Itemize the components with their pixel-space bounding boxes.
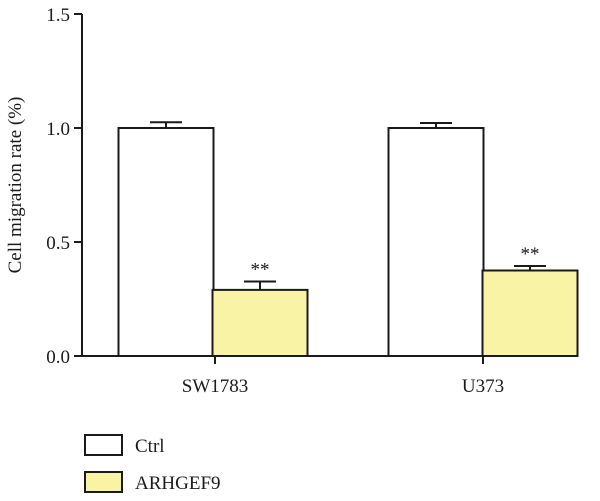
y-tick-label: 1.5 xyxy=(46,5,70,26)
legend: Ctrl ARHGEF9 xyxy=(84,434,221,494)
x-tick-label: U373 xyxy=(462,376,504,397)
legend-label: Ctrl xyxy=(135,436,165,457)
x-tick-label: SW1783 xyxy=(182,376,249,397)
bar-ctrl xyxy=(117,127,215,357)
y-tick-label: 0.5 xyxy=(46,233,70,254)
y-tick-label: 1.0 xyxy=(46,119,70,140)
y-tick-label: 0.0 xyxy=(46,347,70,368)
significance-marker: ** xyxy=(251,259,270,280)
bar-arhgef9 xyxy=(481,269,579,357)
legend-label: ARHGEF9 xyxy=(135,473,221,494)
bar-arhgef9 xyxy=(211,288,309,358)
significance-marker: ** xyxy=(521,244,540,265)
y-axis-label: Cell migration rate (%) xyxy=(5,97,26,274)
bars: ** ** xyxy=(117,121,579,358)
bar-ctrl xyxy=(387,127,485,357)
legend-swatch-ctrl xyxy=(84,434,123,456)
legend-swatch-arhgef9 xyxy=(84,471,123,493)
